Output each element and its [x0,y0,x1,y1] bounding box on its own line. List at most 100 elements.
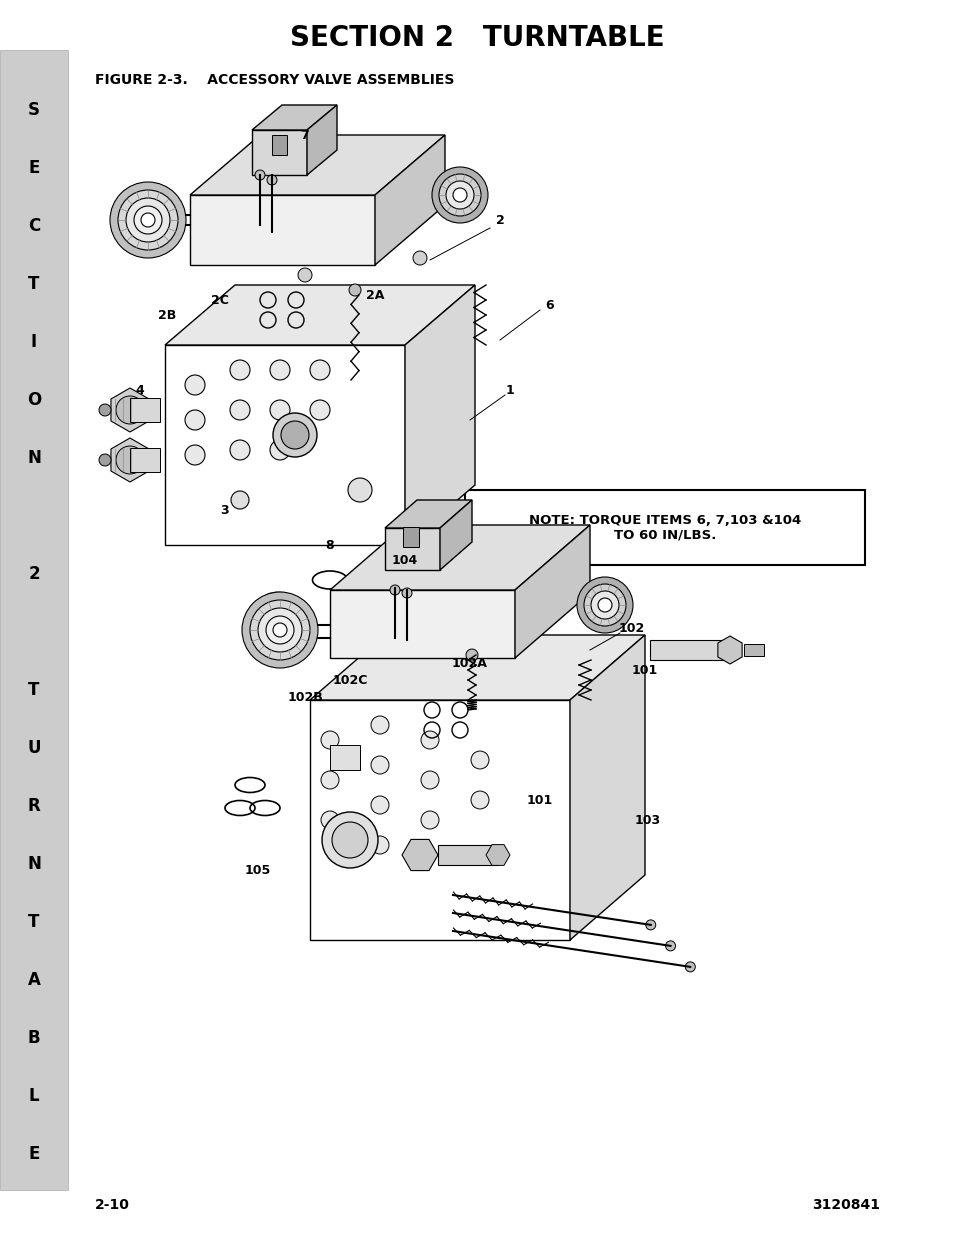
Polygon shape [330,525,589,590]
Text: C: C [28,217,40,235]
Circle shape [320,771,338,789]
Bar [272,135,287,156]
Text: 103: 103 [635,814,660,826]
Polygon shape [252,105,336,130]
Circle shape [133,206,162,233]
Text: N: N [27,450,41,467]
Circle shape [99,454,111,466]
Text: 8: 8 [325,538,334,552]
Circle shape [684,962,695,972]
Text: 2B: 2B [157,309,176,321]
Circle shape [270,400,290,420]
Circle shape [230,359,250,380]
Polygon shape [385,500,472,529]
Bar [649,640,729,659]
Text: 4: 4 [135,384,144,396]
Circle shape [230,400,250,420]
Text: 102A: 102A [452,657,487,669]
Circle shape [310,359,330,380]
Circle shape [471,790,489,809]
Text: 3120841: 3120841 [811,1198,879,1212]
Circle shape [185,375,205,395]
Circle shape [110,182,186,258]
Text: 2: 2 [29,564,40,583]
Polygon shape [405,285,475,545]
Circle shape [432,167,488,224]
Circle shape [373,243,387,257]
Polygon shape [310,700,569,940]
Circle shape [332,823,368,858]
Circle shape [281,421,309,450]
Text: 102B: 102B [287,690,322,704]
Text: 104: 104 [392,553,417,567]
Bar [130,448,160,472]
Circle shape [254,170,265,180]
Circle shape [598,598,612,613]
Circle shape [420,771,438,789]
Circle shape [465,650,477,661]
Circle shape [420,731,438,748]
Circle shape [320,811,338,829]
Circle shape [323,251,336,266]
Circle shape [577,577,633,634]
Circle shape [116,446,144,474]
Circle shape [420,811,438,829]
Polygon shape [385,529,439,571]
Bar [330,745,359,769]
Text: 1: 1 [505,384,514,396]
Text: T: T [29,275,40,293]
Circle shape [471,751,489,769]
Text: 102C: 102C [332,673,367,687]
Polygon shape [485,845,510,866]
Circle shape [645,920,655,930]
Text: T: T [29,913,40,931]
Text: 101: 101 [631,663,658,677]
Circle shape [349,284,360,296]
Polygon shape [111,438,149,482]
Circle shape [257,608,302,652]
Polygon shape [190,135,444,195]
Circle shape [270,359,290,380]
Circle shape [371,797,389,814]
Circle shape [438,174,480,216]
Circle shape [231,492,249,509]
Text: 102: 102 [618,621,644,635]
Text: 101: 101 [526,794,553,806]
Circle shape [320,731,338,748]
Text: T: T [29,680,40,699]
Text: 3: 3 [220,504,229,516]
Circle shape [141,212,154,227]
Text: N: N [27,855,41,873]
Circle shape [185,445,205,466]
Circle shape [266,616,294,643]
Circle shape [297,268,312,282]
Polygon shape [375,135,444,266]
Text: I: I [30,333,37,351]
Polygon shape [111,388,149,432]
Circle shape [270,440,290,459]
Circle shape [583,584,625,626]
Circle shape [371,836,389,853]
Circle shape [665,941,675,951]
Circle shape [590,592,618,619]
Bar [437,845,497,864]
Polygon shape [401,840,437,871]
Text: U: U [28,739,41,757]
Text: L: L [29,1087,39,1105]
Circle shape [267,175,276,185]
Polygon shape [439,500,472,571]
Circle shape [230,440,250,459]
Bar [402,527,418,547]
Circle shape [413,251,427,266]
Circle shape [250,600,310,659]
Polygon shape [252,130,307,175]
Text: 105: 105 [245,863,271,877]
Circle shape [242,592,317,668]
Circle shape [310,400,330,420]
Text: S: S [28,101,40,119]
Circle shape [453,188,467,203]
Polygon shape [515,525,589,658]
Polygon shape [310,635,644,700]
Circle shape [446,182,474,209]
Polygon shape [569,635,644,940]
